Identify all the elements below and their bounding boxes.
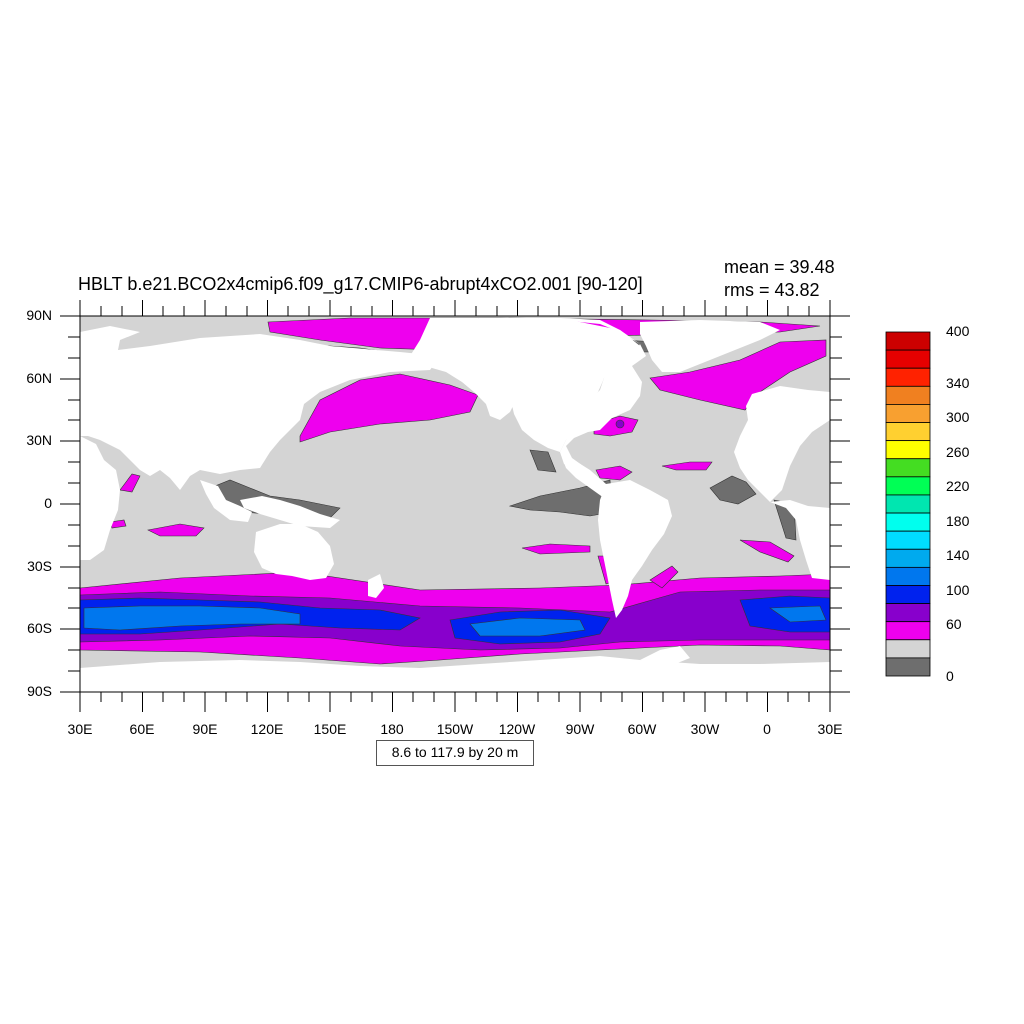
mean-value: mean = 39.48 <box>724 257 835 277</box>
north-atlantic-patch <box>649 339 827 411</box>
x-label-90e: 90E <box>192 721 218 737</box>
colorbar <box>885 331 931 677</box>
x-label-30w: 30W <box>690 721 720 737</box>
contour-info: 8.6 to 117.9 by 20 m <box>376 740 534 766</box>
colorbar-label-260: 260 <box>946 444 970 460</box>
x-label-120e: 120E <box>250 721 284 737</box>
colorbar-box <box>885 548 931 568</box>
california-shallow <box>529 449 557 473</box>
colorbar-box <box>885 476 931 496</box>
colorbar-box <box>885 585 931 604</box>
y-label-90n: 90N <box>26 307 52 323</box>
argentina-patch <box>649 565 679 589</box>
colorbar-box <box>885 530 931 550</box>
colorbar-box <box>885 566 931 586</box>
land-africa-south-east-edge <box>770 500 830 580</box>
x-label-30e: 30E <box>67 721 93 737</box>
colorbar-box <box>885 422 931 442</box>
x-label-150e: 150E <box>313 721 347 737</box>
rms-value: rms = 43.82 <box>724 280 820 300</box>
subtropical-atlantic-patch <box>661 461 713 471</box>
colorbar-box <box>885 494 931 514</box>
plot-title: HBLT b.e21.BCO2x4cmip6.f09_g17.CMIP6-abr… <box>78 274 643 294</box>
land-greenland <box>640 320 780 372</box>
colorbar-label-60: 60 <box>946 616 962 632</box>
colorbar-box <box>885 404 931 423</box>
land-south-america <box>598 480 672 618</box>
gulf-stream-core <box>615 419 625 429</box>
x-label-0: 0 <box>763 721 771 737</box>
southern-lightblue-core-east <box>769 605 827 623</box>
y-label-equator: 0 <box>44 495 52 511</box>
south-atlantic-patch <box>739 539 795 563</box>
y-label-60n: 60N <box>26 370 52 386</box>
y-label-30s: 30S <box>27 558 52 574</box>
x-label-60w: 60W <box>627 721 657 737</box>
land-australia <box>254 524 334 580</box>
colorbar-box <box>885 657 931 677</box>
land-europe-africa-east <box>734 386 830 502</box>
south-pacific-patch <box>521 543 591 555</box>
indian-ocean-patch-1 <box>119 473 141 493</box>
land-antarctica <box>80 656 830 692</box>
colorbar-label-140: 140 <box>946 547 970 563</box>
colorbar-label-100: 100 <box>946 582 970 598</box>
colorbar-box <box>885 639 931 659</box>
colorbar-label-0: 0 <box>946 668 954 684</box>
y-ticks <box>60 315 850 693</box>
x-label-60e: 60E <box>129 721 155 737</box>
x-label-90w: 90W <box>565 721 595 737</box>
x-label-150w: 150W <box>436 721 474 737</box>
colorbar-box <box>885 621 931 641</box>
indian-ocean-patch-3 <box>147 523 205 537</box>
colorbar-box <box>885 603 931 623</box>
west-africa-shallow <box>709 475 757 505</box>
land-africa-east <box>80 436 120 560</box>
land-new-zealand <box>368 574 384 598</box>
x-ticks <box>79 300 831 712</box>
x-label-180: 180 <box>380 721 404 737</box>
colorbar-label-340: 340 <box>946 375 970 391</box>
colorbar-label-400: 400 <box>946 323 970 339</box>
colorbar-label-180: 180 <box>946 513 970 529</box>
colorbar-label-220: 220 <box>946 478 970 494</box>
north-pacific-patch <box>299 373 479 443</box>
southern-lightblue-core-central <box>469 617 586 637</box>
y-label-60s: 60S <box>27 620 52 636</box>
map-field <box>80 316 830 692</box>
colorbar-label-300: 300 <box>946 409 970 425</box>
land-central-america <box>560 452 612 498</box>
colorbar-box <box>885 512 931 532</box>
colorbar-box <box>885 331 931 351</box>
colorbar-box <box>885 349 931 369</box>
colorbar-box <box>885 367 931 387</box>
minor-ticks <box>68 306 842 702</box>
land-north-america <box>410 318 646 492</box>
colorbar-box <box>885 440 931 460</box>
y-label-30n: 30N <box>26 432 52 448</box>
colorbar-box <box>885 385 931 405</box>
x-label-120w: 120W <box>498 721 536 737</box>
land-southeast-asia <box>200 480 252 522</box>
land-eurasia-africa-west <box>80 326 440 490</box>
caribbean-patch <box>595 465 633 481</box>
y-label-90s: 90S <box>27 683 52 699</box>
land-antarctic-peninsula <box>640 646 690 666</box>
x-label-30e-east: 30E <box>817 721 843 737</box>
land-north-america-body <box>478 318 640 452</box>
land-maritime-continent <box>240 496 340 528</box>
colorbar-box <box>885 458 931 478</box>
southern-lightblue-core-west <box>83 605 301 631</box>
